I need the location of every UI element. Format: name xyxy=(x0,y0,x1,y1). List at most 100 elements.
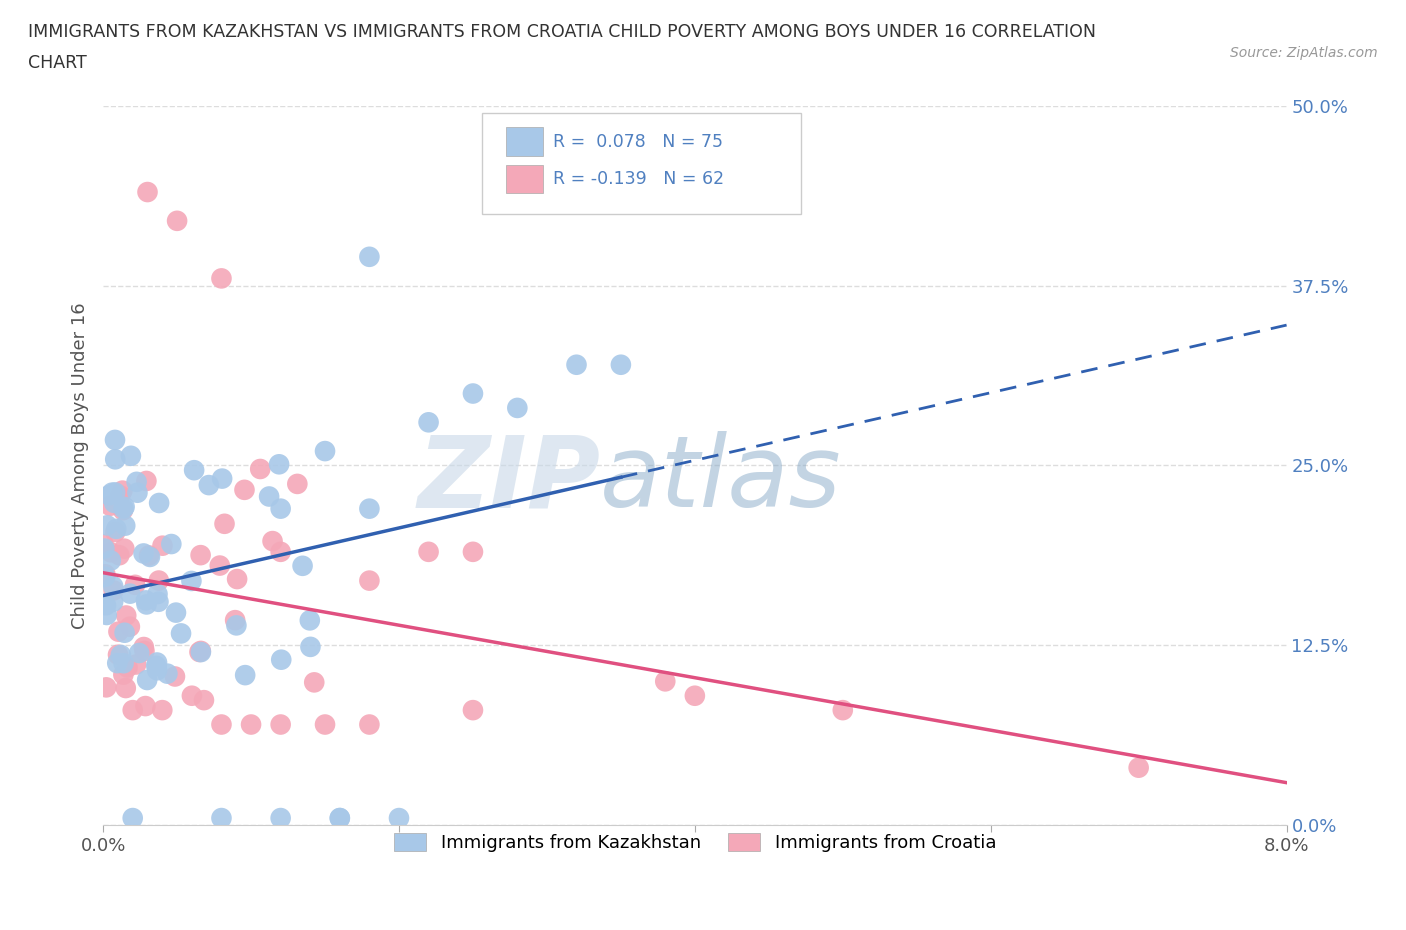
Point xyxy=(101,594,124,609)
Point xyxy=(134,698,156,713)
Point xyxy=(270,501,292,516)
Point xyxy=(270,717,292,732)
Point xyxy=(314,444,336,458)
Point xyxy=(101,485,124,500)
Point xyxy=(101,578,124,593)
Point xyxy=(98,487,121,502)
Text: atlas: atlas xyxy=(600,432,842,528)
Point xyxy=(193,693,215,708)
Point xyxy=(683,688,706,703)
Point xyxy=(831,703,853,718)
Point xyxy=(304,675,326,690)
Point xyxy=(136,185,159,200)
Point xyxy=(132,640,155,655)
Point xyxy=(190,548,212,563)
Point xyxy=(249,461,271,476)
Point xyxy=(146,663,169,678)
Point xyxy=(96,607,118,622)
Point xyxy=(125,474,148,489)
Point xyxy=(226,572,249,587)
Point xyxy=(124,578,146,592)
Point xyxy=(93,537,115,551)
Point xyxy=(108,548,131,563)
Point xyxy=(93,541,115,556)
Point xyxy=(270,544,292,559)
Y-axis label: Child Poverty Among Boys Under 16: Child Poverty Among Boys Under 16 xyxy=(72,302,89,629)
Point xyxy=(114,518,136,533)
Point xyxy=(166,213,188,228)
Point xyxy=(103,583,125,598)
Point xyxy=(418,544,440,559)
Point xyxy=(211,811,233,826)
Point xyxy=(104,525,127,539)
Point xyxy=(211,472,233,486)
Point xyxy=(94,598,117,613)
Point xyxy=(359,249,381,264)
Text: R =  0.078   N = 75: R = 0.078 N = 75 xyxy=(553,133,723,151)
Point xyxy=(135,473,157,488)
Point xyxy=(359,717,381,732)
Point xyxy=(103,496,125,511)
Point xyxy=(112,656,135,671)
Point xyxy=(180,574,202,589)
Point xyxy=(150,703,173,718)
Point xyxy=(359,501,381,516)
Text: ZIP: ZIP xyxy=(418,432,600,528)
Point xyxy=(190,644,212,659)
Point xyxy=(96,680,118,695)
Point xyxy=(240,717,263,732)
Point xyxy=(98,498,121,513)
Point xyxy=(270,652,292,667)
Point xyxy=(117,660,139,675)
Point xyxy=(111,484,134,498)
Point xyxy=(654,674,676,689)
Point xyxy=(461,544,484,559)
Text: IMMIGRANTS FROM KAZAKHSTAN VS IMMIGRANTS FROM CROATIA CHILD POVERTY AMONG BOYS U: IMMIGRANTS FROM KAZAKHSTAN VS IMMIGRANTS… xyxy=(28,23,1097,41)
Point xyxy=(257,489,280,504)
Point xyxy=(359,573,381,588)
Point xyxy=(111,503,134,518)
Point xyxy=(170,626,193,641)
Point xyxy=(225,618,247,632)
Point xyxy=(285,476,308,491)
Point xyxy=(146,587,169,602)
Point xyxy=(96,518,118,533)
Point xyxy=(1128,760,1150,775)
Point xyxy=(188,644,211,659)
Point xyxy=(115,608,138,623)
Point xyxy=(146,655,169,670)
Point xyxy=(565,357,588,372)
Point xyxy=(104,485,127,499)
Point xyxy=(121,811,143,826)
Point xyxy=(120,448,142,463)
Point xyxy=(105,522,128,537)
Point xyxy=(314,717,336,732)
Point xyxy=(233,483,256,498)
Point xyxy=(134,644,156,658)
Point xyxy=(118,619,141,634)
Point xyxy=(211,271,233,286)
Point xyxy=(104,432,127,447)
Point xyxy=(208,558,231,573)
FancyBboxPatch shape xyxy=(506,165,543,193)
Point xyxy=(233,668,256,683)
Point xyxy=(148,573,170,588)
Point xyxy=(110,488,132,503)
Point xyxy=(610,357,633,372)
Point xyxy=(156,666,179,681)
Point xyxy=(214,516,236,531)
Point xyxy=(291,558,314,573)
Point xyxy=(138,548,160,563)
Point xyxy=(128,645,150,660)
Point xyxy=(112,501,135,516)
Text: R = -0.139   N = 62: R = -0.139 N = 62 xyxy=(553,170,724,188)
Point xyxy=(120,586,142,601)
Point xyxy=(139,550,162,565)
Point xyxy=(163,669,186,684)
Point xyxy=(125,658,148,672)
Point xyxy=(267,457,290,472)
Point xyxy=(114,625,136,640)
Point xyxy=(461,703,484,718)
Point xyxy=(112,667,135,682)
Point xyxy=(198,478,221,493)
